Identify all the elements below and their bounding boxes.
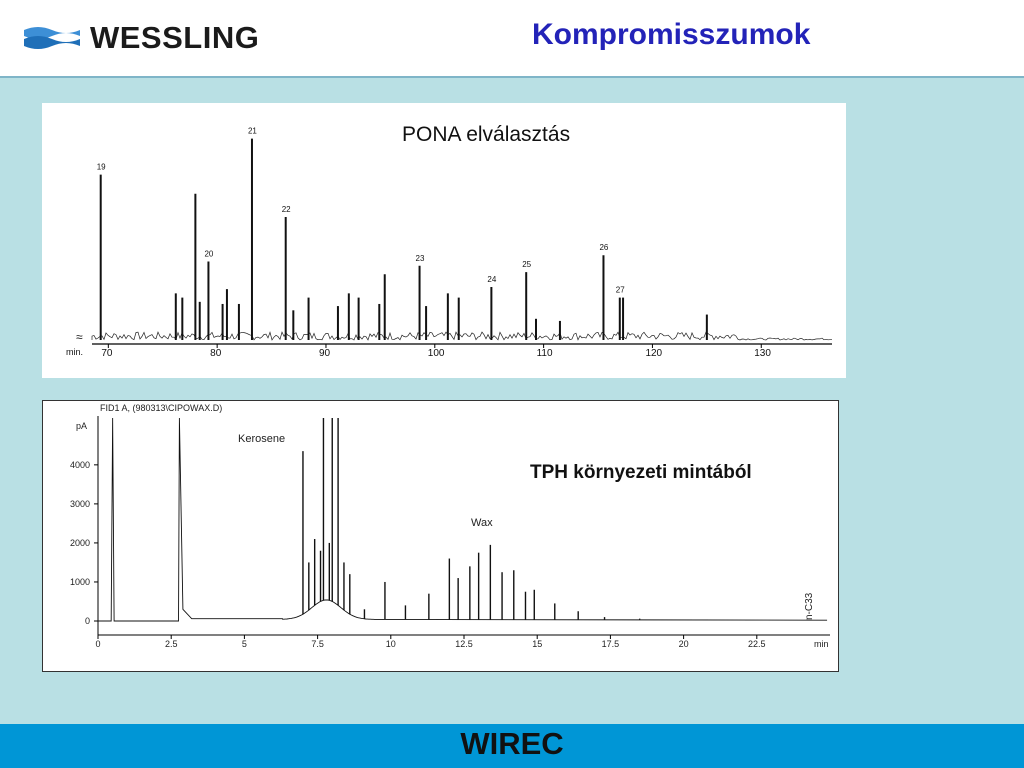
peak-label: 24 <box>487 275 496 284</box>
chart2-ytick-label: 3000 <box>70 499 90 509</box>
chart2-frame <box>42 400 839 672</box>
peak-label: 26 <box>599 243 608 252</box>
n-c33-label: n-C33 <box>804 592 815 620</box>
chart2-xtick-label: 2.5 <box>165 639 178 649</box>
chart2-ytick-label: 0 <box>85 616 90 626</box>
slide-footer: WIREC <box>0 724 1024 768</box>
wessling-logo <box>24 27 80 49</box>
pona-chromatogram: PONA elválasztás 19 20 21 22 23 24 25 26 27 ≈ mi… <box>42 103 846 378</box>
tph-annotation: TPH környezeti mintából <box>530 462 752 483</box>
chart1-baseline <box>91 331 832 341</box>
tph-chromatogram: FID1 A, (980313\CIPOWAX.D) pA 0 1000 2000 3… <box>42 400 839 672</box>
chart1-title: PONA elválasztás <box>402 123 570 146</box>
chart2-xtick-label: 22.5 <box>748 639 766 649</box>
wave-logo-icon-lower <box>24 36 80 49</box>
chart2-xlabel: min <box>814 639 829 649</box>
chart2-xtick-label: 10 <box>386 639 396 649</box>
slide-header: WESSLING Kompromisszumok <box>0 0 1024 78</box>
chart2-ytick-label: 1000 <box>70 577 90 587</box>
slide-title: Kompromisszumok <box>532 18 811 51</box>
peak-label: 27 <box>616 286 625 295</box>
footer-text: WIREC <box>460 726 564 761</box>
axis-break-mark: ≈ <box>76 330 83 344</box>
peak-label: 19 <box>97 163 106 172</box>
chart1-xlabel: min. <box>66 347 83 357</box>
logo-text: WESSLING <box>90 20 260 55</box>
chart1-tick-label: 120 <box>645 348 662 359</box>
chart2-xtick-label: 15 <box>532 639 542 649</box>
chart2-xtick-label: 12.5 <box>455 639 473 649</box>
chart2-ytick-label: 2000 <box>70 538 90 548</box>
chart2-xtick-label: 5 <box>242 639 247 649</box>
chart1-tick-label: 100 <box>428 348 445 359</box>
chart1-tick-label: 70 <box>101 348 113 359</box>
chart2-ytick-label: 4000 <box>70 460 90 470</box>
chart1-tick-label: 130 <box>754 348 771 359</box>
kerosene-label: Kerosene <box>238 433 285 445</box>
chart2-trace <box>98 417 828 622</box>
peak-label: 23 <box>416 254 425 263</box>
chart2-xtick-label: 7.5 <box>311 639 324 649</box>
chart2-ylabel: pA <box>76 421 87 431</box>
wax-label: Wax <box>471 517 493 529</box>
peak-label: 20 <box>204 250 213 259</box>
peak-label: 22 <box>282 205 291 214</box>
peak-label: 25 <box>522 260 531 269</box>
chart1-tick-label: 110 <box>537 348 553 359</box>
chart2-header: FID1 A, (980313\CIPOWAX.D) <box>100 403 222 413</box>
chart2-xtick-label: 20 <box>679 639 689 649</box>
peak-label: 21 <box>248 127 257 136</box>
chart2-xtick-label: 17.5 <box>602 639 620 649</box>
chart1-tick-label: 80 <box>210 348 222 359</box>
chart2-xtick-label: 0 <box>95 639 100 649</box>
chart1-tick-label: 90 <box>319 348 331 359</box>
